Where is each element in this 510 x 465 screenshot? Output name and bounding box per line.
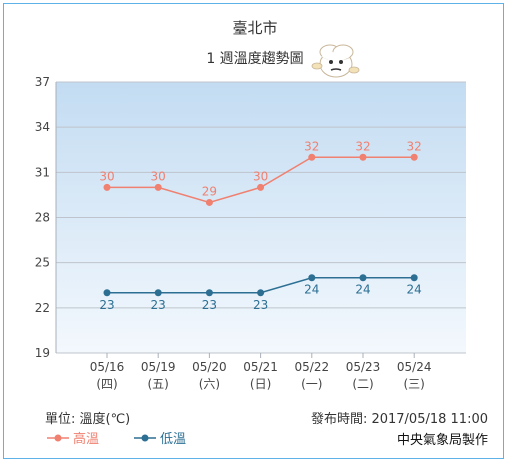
chart-frame <box>3 3 504 459</box>
high-value-label: 32 <box>407 139 422 153</box>
y-tick-label: 31 <box>35 165 50 179</box>
low-value-label: 23 <box>253 298 268 312</box>
x-weekday-label: (一) <box>301 377 322 391</box>
x-weekday-label: (日) <box>250 377 271 391</box>
high-point <box>154 183 162 191</box>
high-point <box>103 183 111 191</box>
low-value-label: 24 <box>355 283 370 297</box>
low-value-label: 23 <box>202 298 217 312</box>
low-value-label: 24 <box>304 283 319 297</box>
x-weekday-label: (五) <box>148 377 169 391</box>
x-tick-label: 05/23 <box>346 360 381 374</box>
x-weekday-label: (六) <box>199 377 220 391</box>
high-value-label: 30 <box>151 169 166 183</box>
high-value-label: 32 <box>355 139 370 153</box>
x-tick-label: 05/19 <box>141 360 176 374</box>
high-value-label: 29 <box>202 184 217 198</box>
high-point <box>410 153 418 161</box>
y-tick-label: 25 <box>35 256 50 270</box>
high-point <box>205 198 213 206</box>
low-point <box>257 289 265 297</box>
chart-subtitle: 1 週溫度趨勢圖 <box>206 51 303 67</box>
y-tick-label: 34 <box>35 120 50 134</box>
chart-title: 臺北市 <box>232 19 277 37</box>
legend-low-label: 低溫 <box>160 432 186 447</box>
low-point <box>308 274 316 282</box>
low-point <box>205 289 213 297</box>
x-tick-label: 05/22 <box>295 360 330 374</box>
legend-high: 高溫 <box>47 431 99 447</box>
legend-low: 低溫 <box>134 432 186 447</box>
series-layer: 30 30 29 30 32 32 32 23 23 23 23 24 24 24 <box>99 139 421 312</box>
x-weekday-label: (三) <box>404 377 425 391</box>
y-tick-label: 28 <box>35 211 50 225</box>
low-point <box>103 289 111 297</box>
low-value-label: 24 <box>407 283 422 297</box>
x-weekday-label: (四) <box>96 377 117 391</box>
y-tick-label: 37 <box>35 75 50 89</box>
low-point <box>154 289 162 297</box>
low-value-label: 23 <box>151 298 166 312</box>
x-tick-label: 05/24 <box>397 360 432 374</box>
y-tick-label: 22 <box>35 301 50 315</box>
legend-high-label: 高溫 <box>73 431 99 447</box>
y-tick-label: 19 <box>35 346 50 360</box>
high-value-label: 30 <box>99 169 114 183</box>
x-axis: 05/16 (四) 05/19 (五) 05/20 (六) 05/21 (日) 05/22 (一)… <box>90 353 432 391</box>
high-point <box>308 153 316 161</box>
x-tick-label: 05/20 <box>192 360 227 374</box>
low-value-label: 23 <box>99 298 114 312</box>
x-tick-label: 05/16 <box>90 360 125 374</box>
high-value-label: 30 <box>253 169 268 183</box>
cartoon-cloud-mascot-icon <box>311 44 360 78</box>
low-point <box>410 274 418 282</box>
high-point <box>257 183 265 191</box>
x-tick-label: 05/21 <box>243 360 278 374</box>
low-point <box>359 274 367 282</box>
x-weekday-label: (二) <box>352 377 373 391</box>
published-time: 發布時間: 2017/05/18 11:00 <box>311 412 488 427</box>
unit-label: 單位: 溫度(℃) <box>45 411 130 427</box>
high-point <box>359 153 367 161</box>
high-value-label: 32 <box>304 139 319 153</box>
source-label: 中央氣象局製作 <box>397 433 488 448</box>
